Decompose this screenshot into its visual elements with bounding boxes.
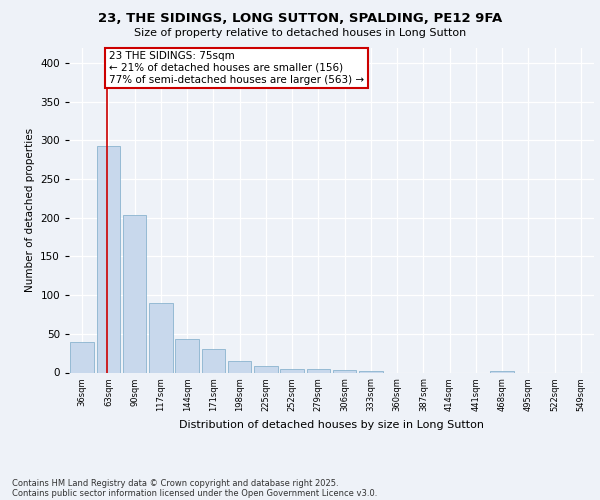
Bar — [490, 371, 514, 372]
Y-axis label: Number of detached properties: Number of detached properties — [25, 128, 35, 292]
Bar — [175, 339, 199, 372]
Bar — [70, 342, 94, 372]
Text: Size of property relative to detached houses in Long Sutton: Size of property relative to detached ho… — [134, 28, 466, 38]
Bar — [97, 146, 120, 372]
Bar — [123, 214, 146, 372]
Bar — [307, 370, 330, 372]
Bar — [228, 361, 251, 372]
X-axis label: Distribution of detached houses by size in Long Sutton: Distribution of detached houses by size … — [179, 420, 484, 430]
Bar — [333, 370, 356, 372]
Text: Contains HM Land Registry data © Crown copyright and database right 2025.: Contains HM Land Registry data © Crown c… — [12, 478, 338, 488]
Bar — [202, 350, 225, 372]
Text: Contains public sector information licensed under the Open Government Licence v3: Contains public sector information licen… — [12, 488, 377, 498]
Text: 23 THE SIDINGS: 75sqm
← 21% of detached houses are smaller (156)
77% of semi-det: 23 THE SIDINGS: 75sqm ← 21% of detached … — [109, 52, 364, 84]
Bar — [280, 368, 304, 372]
Bar — [359, 371, 383, 372]
Bar — [254, 366, 278, 372]
Text: 23, THE SIDINGS, LONG SUTTON, SPALDING, PE12 9FA: 23, THE SIDINGS, LONG SUTTON, SPALDING, … — [98, 12, 502, 26]
Bar — [149, 303, 173, 372]
